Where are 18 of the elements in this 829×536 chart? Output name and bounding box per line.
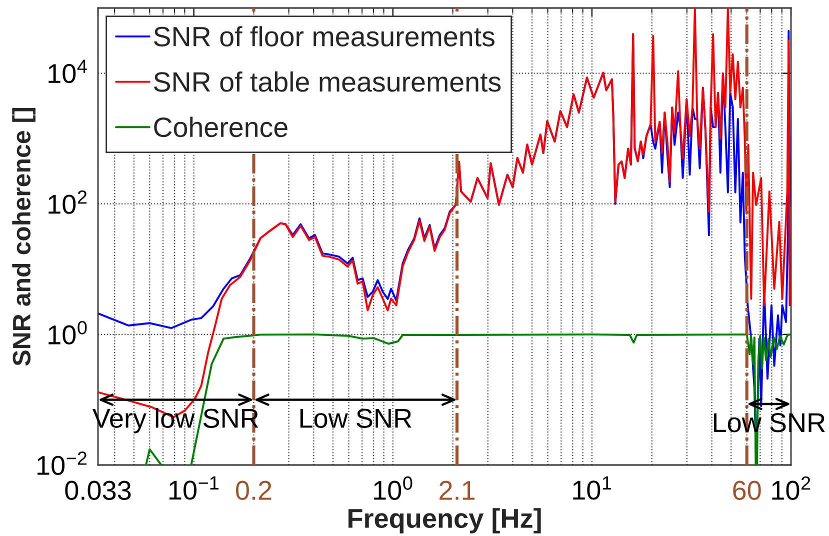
legend-label: Coherence [154,116,288,138]
x-axis-title: Frequency [Hz] [348,508,541,534]
ref-line-label: 0.2 [236,480,272,500]
x-tick-label: 10$^{−1}$ [170,476,218,500]
x-tick-label: 0.033 [65,480,131,500]
y-tick-label: 10$^{2}$ [48,190,87,214]
y-tick-label: 10$^{0}$ [48,320,87,344]
ref-line-label: 2.1 [440,480,475,500]
y-tick-label: 10$^{−2}$ [38,452,87,476]
legend-label: SNR of table measurements [154,71,501,92]
annotation: Low SNR [300,408,412,428]
x-tick-label: 10$^{2}$ [772,476,810,500]
y-axis-title: SNR and coherence [] [12,108,36,366]
x-tick-label: 10$^{1}$ [573,476,612,500]
y-tick-label: 10$^{4}$ [48,60,87,84]
legend-label: SNR of floor measurements [154,26,494,46]
x-tick-label: 10$^{0}$ [374,476,412,500]
ref-line-label: 60 [733,480,761,500]
